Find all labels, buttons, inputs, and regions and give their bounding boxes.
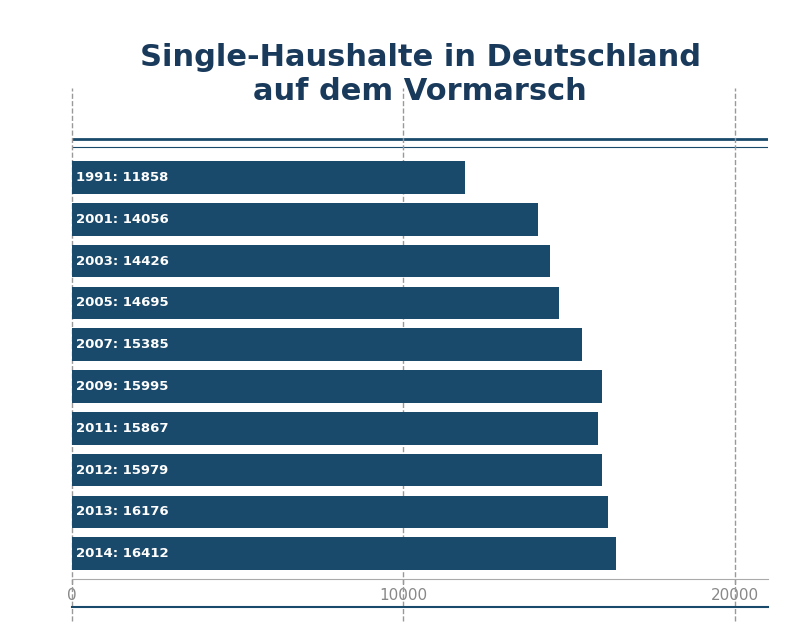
Bar [72,287,559,319]
Text: 2005: 14695: 2005: 14695 [76,296,169,309]
Text: 2011: 15867: 2011: 15867 [76,422,169,435]
Text: Single-Haushalte in Deutschland
auf dem Vormarsch: Single-Haushalte in Deutschland auf dem … [139,43,701,106]
Text: 2014: 16412: 2014: 16412 [76,547,169,560]
Bar [72,495,608,528]
Bar [72,370,602,403]
Text: (Zahlen in 1000): (Zahlen in 1000) [121,153,248,167]
Bar [72,537,616,570]
Text: 2013: 16176: 2013: 16176 [76,506,169,518]
Text: 2003: 14426: 2003: 14426 [76,254,169,268]
Bar [72,203,538,235]
Text: 2009: 15995: 2009: 15995 [76,380,168,393]
Bar [72,412,598,445]
Bar [72,328,582,361]
Text: 2007: 15385: 2007: 15385 [76,338,169,351]
Text: 1991: 11858: 1991: 11858 [76,171,168,184]
Bar [72,245,550,277]
Text: 2012: 15979: 2012: 15979 [76,464,168,476]
Text: 2001: 14056: 2001: 14056 [76,212,169,226]
Bar [72,453,602,487]
Bar [72,161,465,194]
